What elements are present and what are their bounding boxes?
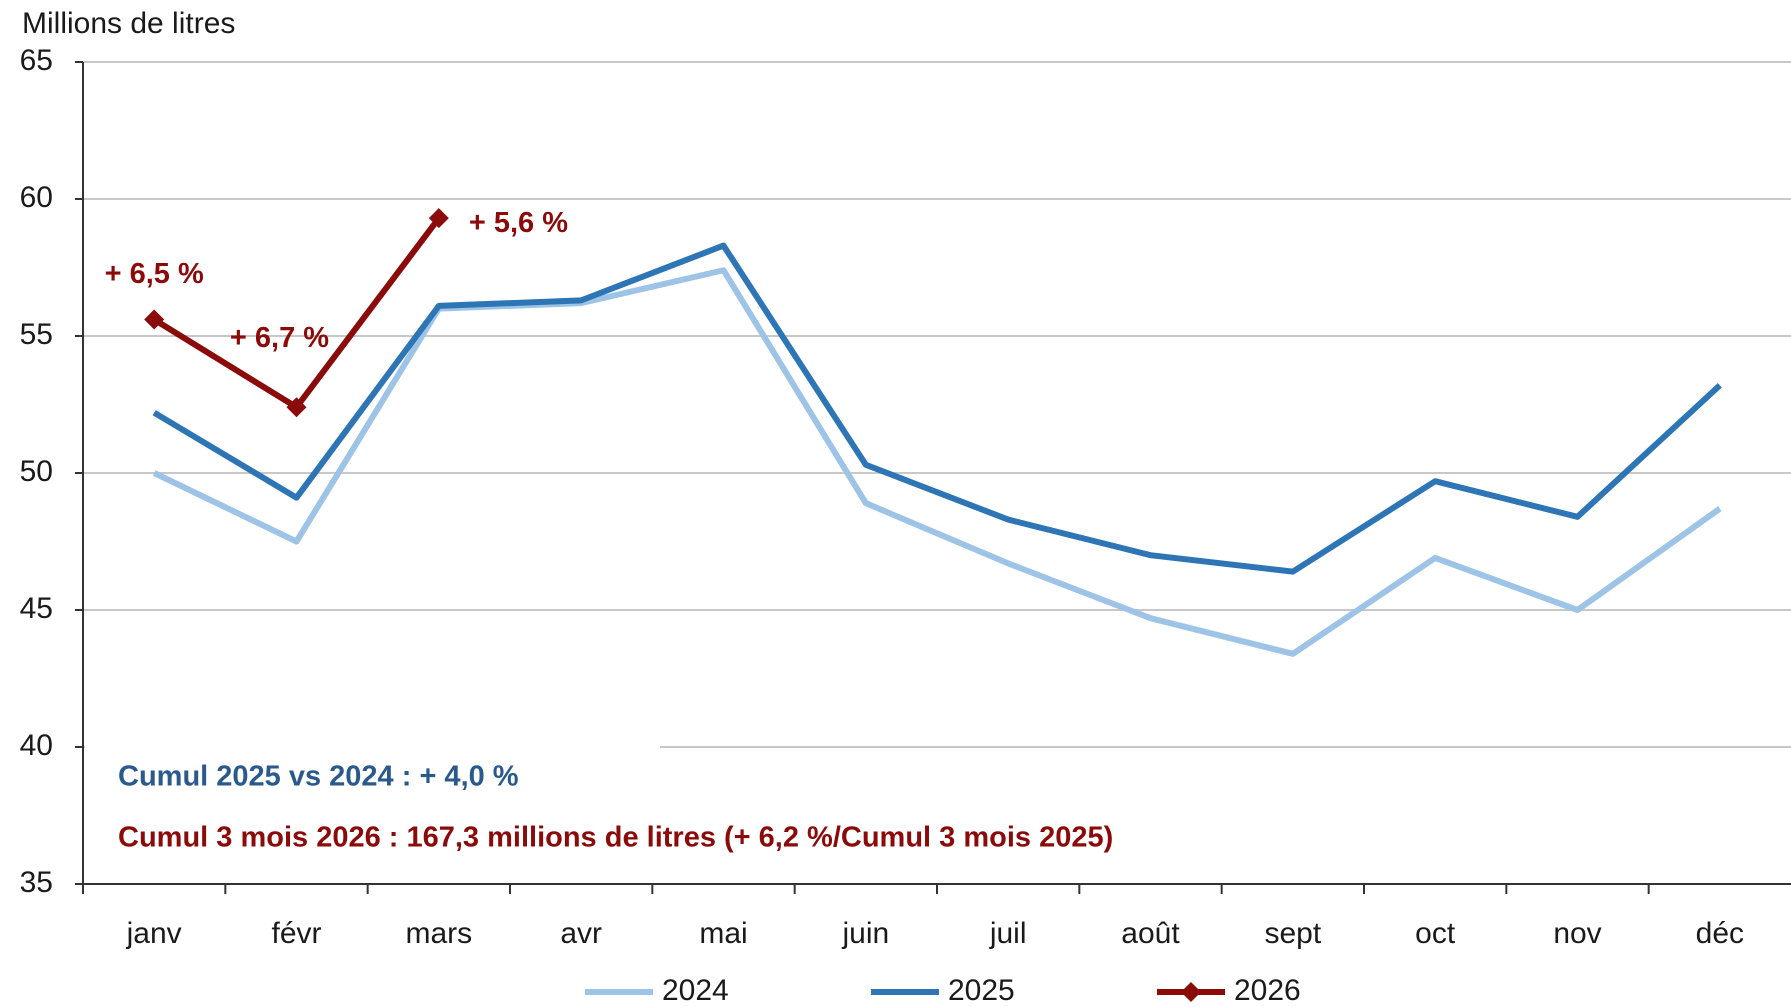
y-axis-label: Millions de litres [22, 7, 235, 40]
x-tick-label: déc [1696, 917, 1744, 950]
y-tick-label: 40 [20, 729, 53, 762]
legend-label: 2024 [662, 974, 729, 1007]
x-tick-label: sept [1264, 917, 1321, 950]
annotation-box [85, 739, 660, 755]
y-tick-label: 35 [20, 866, 53, 899]
x-tick-label: oct [1415, 917, 1456, 950]
annotation: Cumul 3 mois 2026 : 167,3 millions de li… [118, 822, 1113, 854]
data-label: + 6,7 % [230, 322, 329, 354]
y-tick-label: 50 [20, 455, 53, 488]
legend-label: 2025 [948, 974, 1015, 1007]
x-tick-label: janv [126, 917, 182, 950]
series-line [152, 242, 1722, 575]
data-label: + 5,6 % [469, 207, 568, 239]
data-label: + 6,5 % [105, 258, 204, 290]
x-tick-label: juil [989, 917, 1027, 950]
y-tick-label: 65 [20, 44, 53, 77]
x-tick-label: nov [1553, 917, 1601, 950]
series-marker [428, 208, 449, 229]
y-tick-label: 60 [20, 181, 53, 214]
legend-label: 2026 [1234, 974, 1301, 1007]
series-line [152, 267, 1722, 657]
y-tick-label: 45 [20, 592, 53, 625]
y-tick-label: 55 [20, 318, 53, 351]
x-tick-label: févr [271, 917, 321, 950]
series-marker [144, 309, 165, 330]
x-tick-label: mars [405, 917, 472, 950]
series-marker [286, 397, 307, 418]
legend-marker [1181, 982, 1201, 1002]
x-tick-label: mai [699, 917, 747, 950]
x-tick-label: avr [560, 917, 602, 950]
annotation: Cumul 2025 vs 2024 : + 4,0 % [118, 761, 519, 793]
x-tick-label: juin [841, 917, 889, 950]
x-tick-label: août [1121, 917, 1180, 950]
